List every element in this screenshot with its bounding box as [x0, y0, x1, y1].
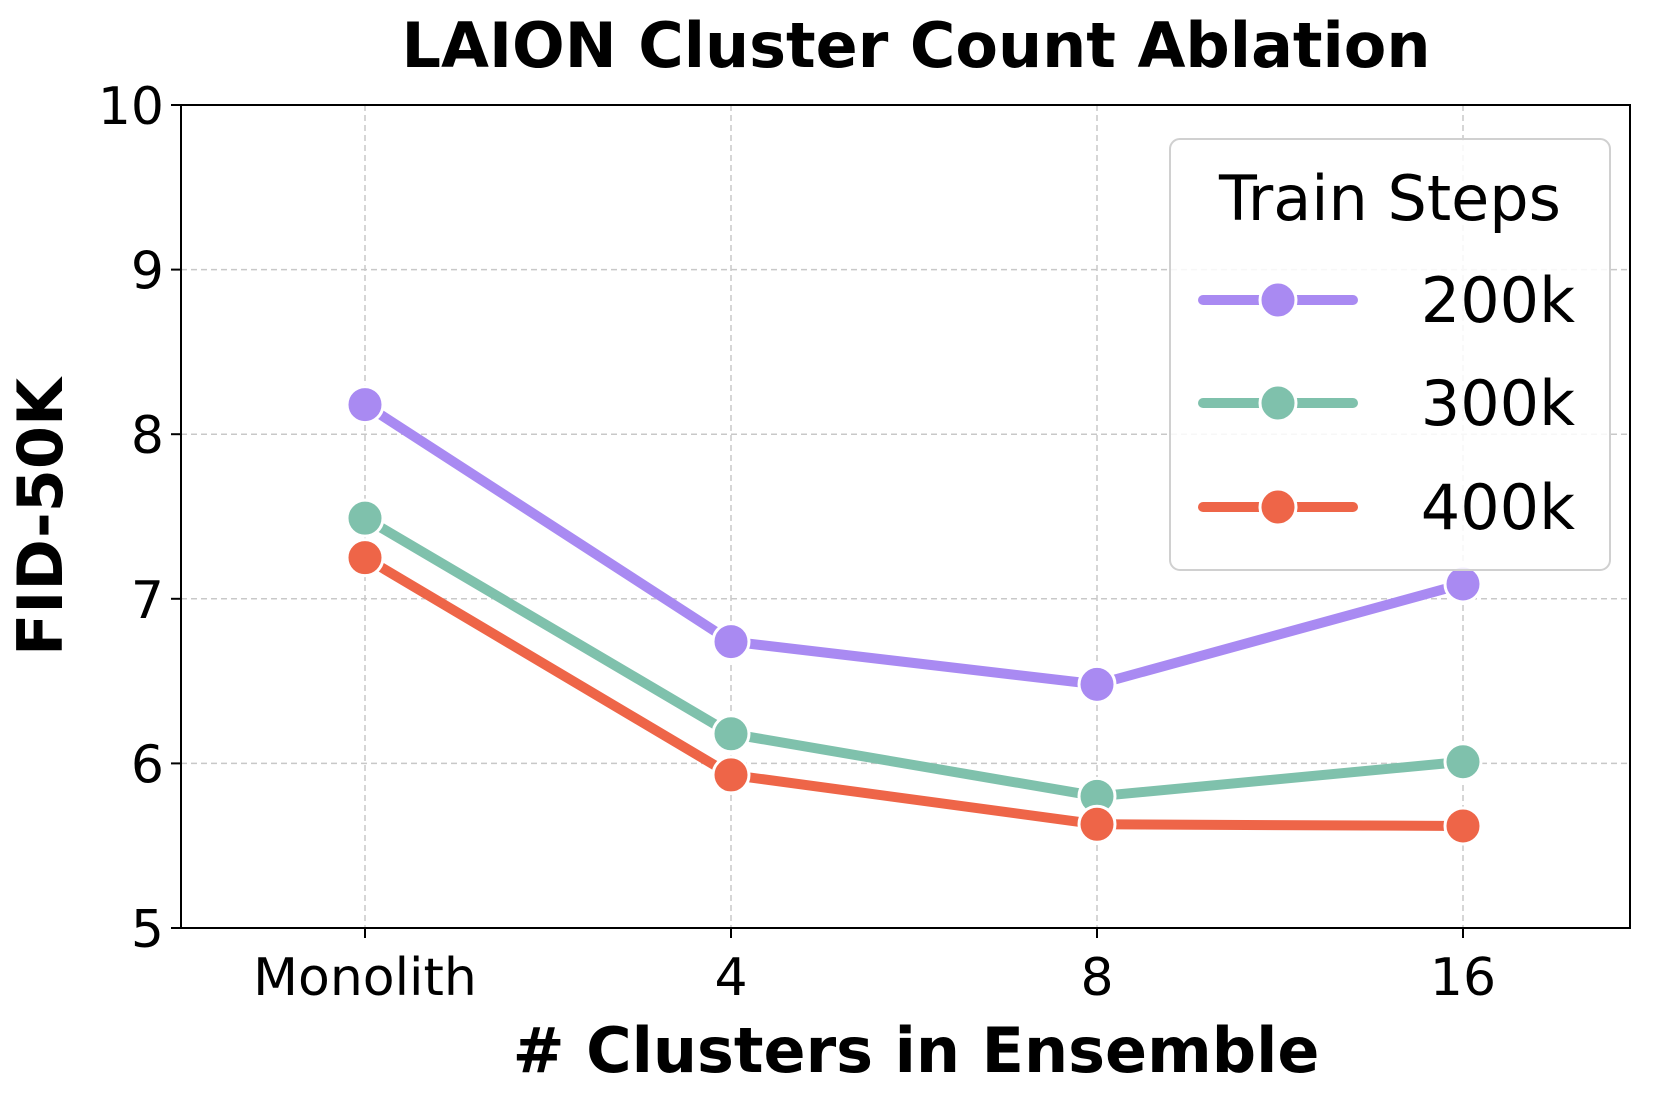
series-line-400k: [360, 552, 1468, 831]
y-axis-label: FID-50K: [4, 376, 77, 656]
data-point: [1443, 564, 1483, 604]
series-line-300k: [360, 513, 1468, 802]
legend-title: Train Steps: [1218, 162, 1561, 235]
legend-label: 300k: [1421, 367, 1575, 440]
data-point: [1077, 804, 1117, 844]
legend: Train Steps 200k 300k 400k: [1169, 138, 1611, 571]
x-tick-label: Monolith: [253, 948, 477, 1008]
y-tick-label: 6: [131, 735, 164, 795]
x-axis-label: # Clusters in Ensemble: [513, 1014, 1320, 1087]
legend-label: 400k: [1421, 471, 1575, 544]
axis-ticks: Monolith 4 8 16 5 6 7 8 9 10: [98, 77, 1496, 1008]
data-point: [711, 755, 751, 795]
series-400k: [345, 538, 1483, 846]
x-tick-label: 16: [1430, 948, 1496, 1008]
chart-title: LAION Cluster Count Ablation: [401, 9, 1430, 82]
series-line-200k: [360, 399, 1468, 690]
legend-box: [1169, 138, 1611, 571]
series-300k: [345, 498, 1483, 816]
x-tick-label: 8: [1080, 948, 1113, 1008]
y-tick-label: 9: [131, 242, 164, 302]
legend-label: 200k: [1421, 264, 1575, 337]
data-point: [1443, 806, 1483, 846]
data-point: [345, 498, 385, 538]
data-point: [711, 622, 751, 662]
data-point: [345, 385, 385, 425]
legend-marker: [1258, 280, 1298, 320]
legend-marker: [1258, 383, 1298, 423]
data-point: [345, 538, 385, 578]
y-tick-label: 10: [98, 77, 164, 137]
y-tick-label: 8: [131, 406, 164, 466]
series-200k: [345, 385, 1483, 704]
legend-marker: [1258, 487, 1298, 527]
y-tick-label: 7: [131, 571, 164, 631]
series: [345, 385, 1483, 846]
data-point: [711, 714, 751, 754]
data-point: [1443, 742, 1483, 782]
y-tick-label: 5: [131, 900, 164, 960]
data-point: [1077, 664, 1117, 704]
legend-item-400k: 400k: [1198, 471, 1575, 544]
legend-item-300k: 300k: [1198, 367, 1575, 440]
legend-item-200k: 200k: [1198, 264, 1575, 337]
plot-frame: [180, 104, 1631, 929]
x-tick-label: 4: [714, 948, 747, 1008]
